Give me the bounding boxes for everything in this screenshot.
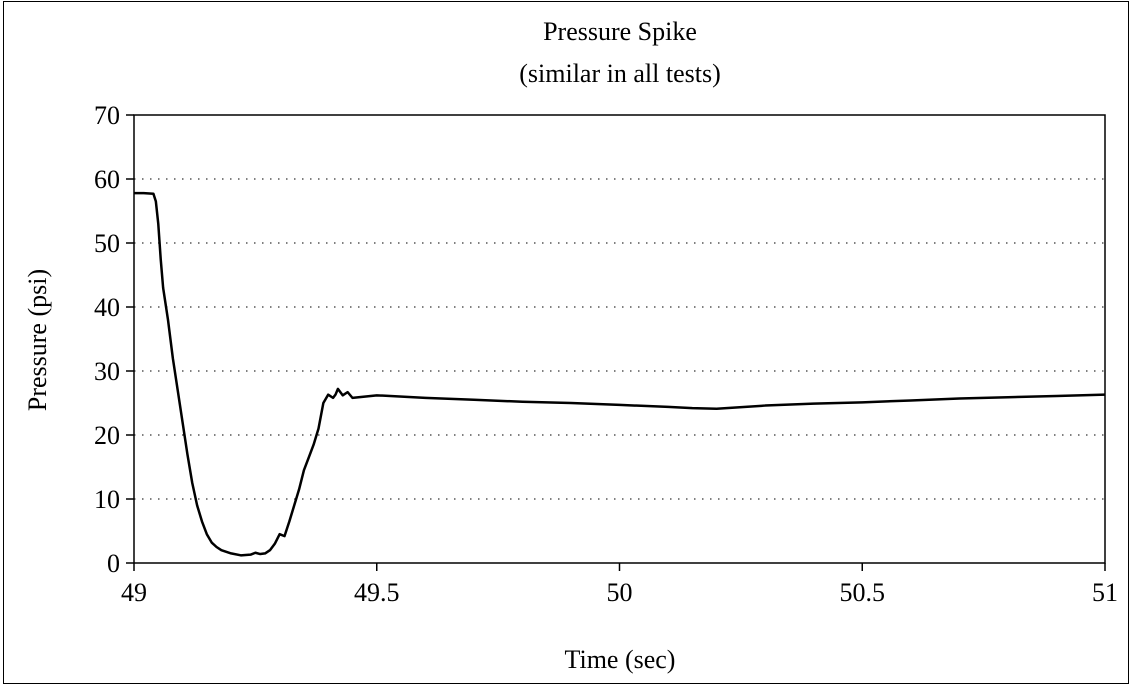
x-tick-label: 50 xyxy=(607,578,633,607)
y-tick-label: 60 xyxy=(94,165,120,194)
y-axis-title: Pressure (psi) xyxy=(23,269,52,411)
x-tick-label: 50.5 xyxy=(840,578,886,607)
x-axis-title: Time (sec) xyxy=(565,645,676,674)
y-tick-label: 50 xyxy=(94,229,120,258)
x-tick-label: 51 xyxy=(1092,578,1118,607)
gridlines xyxy=(134,178,1105,500)
y-tick-label: 10 xyxy=(94,485,120,514)
y-tick-label: 20 xyxy=(94,421,120,450)
x-tick-label: 49.5 xyxy=(354,578,400,607)
y-tick-label: 30 xyxy=(94,357,120,386)
y-tick-label: 70 xyxy=(94,101,120,130)
y-axis-ticks: 0 10 20 30 40 50 60 70 xyxy=(94,101,134,578)
x-tick-label: 49 xyxy=(121,578,147,607)
chart-subtitle: (similar in all tests) xyxy=(519,59,720,88)
y-tick-label: 0 xyxy=(107,549,120,578)
y-tick-label: 40 xyxy=(94,293,120,322)
pressure-series-line xyxy=(134,191,1106,557)
x-axis-ticks: 49 49.5 50 50.5 51 xyxy=(121,563,1118,607)
chart-title: Pressure Spike xyxy=(543,17,697,46)
plot-area xyxy=(133,114,1106,564)
